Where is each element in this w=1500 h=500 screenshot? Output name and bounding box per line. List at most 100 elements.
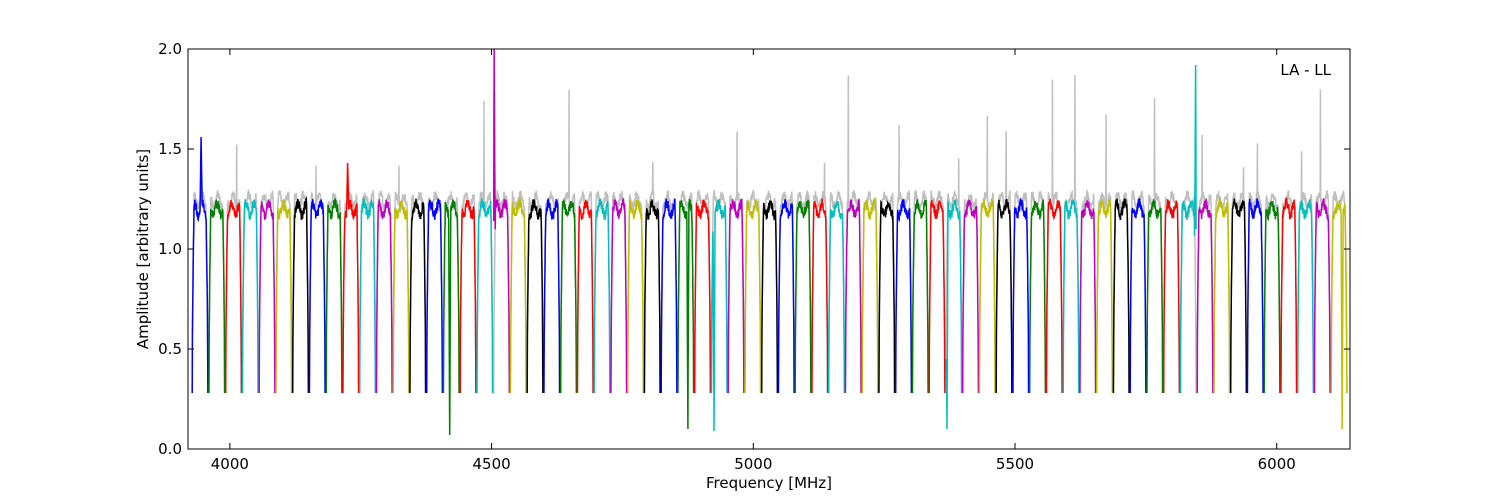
subband-series-line — [476, 198, 494, 394]
subband-series-line — [794, 199, 812, 394]
background-series-segment — [978, 115, 996, 394]
x-tick-label: 5000 — [734, 455, 772, 473]
y-tick-label: 0.5 — [158, 340, 182, 358]
subband-series-line — [241, 199, 259, 394]
subband-series-line — [492, 49, 511, 394]
background-series-segment — [727, 131, 745, 394]
plot-frame — [187, 48, 1351, 450]
subband-series-line — [1296, 199, 1315, 394]
subband-series-line — [811, 198, 829, 394]
subband-series-line — [1045, 198, 1063, 394]
subband-series-line — [459, 199, 477, 394]
subband-series-line — [559, 198, 578, 394]
subband-series-line — [191, 136, 209, 394]
background-series-segment — [1045, 79, 1063, 394]
subband-series-line — [1028, 199, 1047, 394]
x-axis-label: Frequency [MHz] — [706, 474, 832, 492]
background-series-segment — [275, 190, 293, 394]
subband-series-line — [1229, 198, 1248, 394]
subband-series-line — [258, 199, 276, 394]
y-tick-label: 1.5 — [158, 140, 182, 158]
background-series-segment — [559, 89, 578, 394]
subband-series-line — [693, 199, 712, 394]
subband-series-line — [610, 198, 628, 394]
subband-series-line — [224, 199, 243, 394]
background-series-segment — [995, 131, 1013, 394]
subband-series-line — [593, 198, 611, 394]
subband-series-line — [626, 199, 645, 394]
subband-series-line — [643, 199, 661, 394]
subband-series-line — [1129, 198, 1147, 394]
background-series-segment — [224, 144, 243, 394]
x-tick-label: 4500 — [472, 455, 510, 473]
subband-series-line — [425, 198, 444, 394]
subband-series-line — [1012, 198, 1030, 394]
background-series-segment — [1246, 143, 1264, 394]
background-series-segment — [811, 162, 829, 394]
x-tick-label: 5500 — [996, 455, 1034, 473]
subband-series-line — [1246, 198, 1264, 394]
subband-series-line — [1313, 198, 1331, 394]
y-tick-label: 1.0 — [158, 240, 182, 258]
background-series-segment — [1196, 134, 1214, 394]
subband-series-line — [308, 199, 326, 394]
background-series-segment — [643, 161, 661, 394]
background-series-segment — [1296, 151, 1315, 394]
background-series-segment — [476, 100, 494, 394]
background-series-segment — [626, 190, 645, 394]
subband-series-line — [1179, 64, 1197, 394]
background-series-segment — [392, 165, 410, 394]
background-series-segment — [894, 124, 913, 394]
subband-series-line — [208, 198, 226, 394]
background-series-segment — [1062, 75, 1080, 394]
x-tick-label: 4000 — [211, 455, 249, 473]
subband-series-line — [827, 200, 846, 394]
subband-series-line — [1263, 200, 1281, 394]
y-axis-label: Amplitude [arbitrary units] — [134, 149, 152, 349]
axis-ticks: 4000 4500 5000 5500 6000 0.0 0.5 1.0 1.5 2.0 — [158, 40, 1350, 473]
subband-series-line — [995, 199, 1013, 394]
subband-series-line — [1095, 198, 1114, 394]
subband-series-line — [894, 199, 913, 394]
background-series-segment — [1146, 97, 1164, 394]
subband-series-line — [358, 197, 377, 394]
subband-series-line — [777, 199, 795, 394]
background-series-segment — [342, 191, 360, 394]
subband-series-line — [291, 195, 310, 394]
subband-series-line — [928, 200, 946, 394]
background-series-segment — [1079, 188, 1097, 394]
subband-series-line — [442, 199, 460, 436]
subband-series-line — [526, 199, 544, 394]
background-series-segment — [961, 194, 980, 394]
subband-series-line — [1196, 198, 1214, 394]
subband-series-line — [342, 162, 360, 394]
subband-series-line — [727, 198, 745, 394]
subband-series-line — [275, 199, 293, 394]
y-tick-label: 0.0 — [158, 440, 182, 458]
subband-series-line — [861, 198, 879, 394]
subband-series-line — [1162, 199, 1181, 394]
subband-series-line — [1062, 198, 1080, 394]
subband-series-line — [1146, 199, 1164, 394]
subband-series-line — [744, 199, 762, 394]
baseline-annotation: LA - LL — [1280, 61, 1331, 79]
subband-series-line — [1213, 198, 1231, 394]
background-series-segment — [208, 190, 226, 394]
background-series-segment — [308, 165, 326, 394]
background-series-segment — [509, 190, 527, 394]
subband-series-line — [543, 198, 561, 394]
subband-series-line — [760, 200, 779, 394]
subband-series-line — [677, 198, 695, 430]
background-series-segment — [1313, 89, 1331, 394]
background-series-segment — [1229, 166, 1248, 394]
subband-series-line — [911, 199, 929, 394]
subband-series-line — [660, 198, 678, 394]
subband-series-line — [409, 198, 427, 394]
subband-series-line — [1112, 198, 1130, 394]
subband-series-line — [509, 196, 527, 394]
subband-series-line — [392, 200, 410, 394]
subband-series-line — [844, 198, 862, 394]
subband-series-line — [878, 199, 896, 394]
subband-series-line — [1330, 200, 1348, 430]
